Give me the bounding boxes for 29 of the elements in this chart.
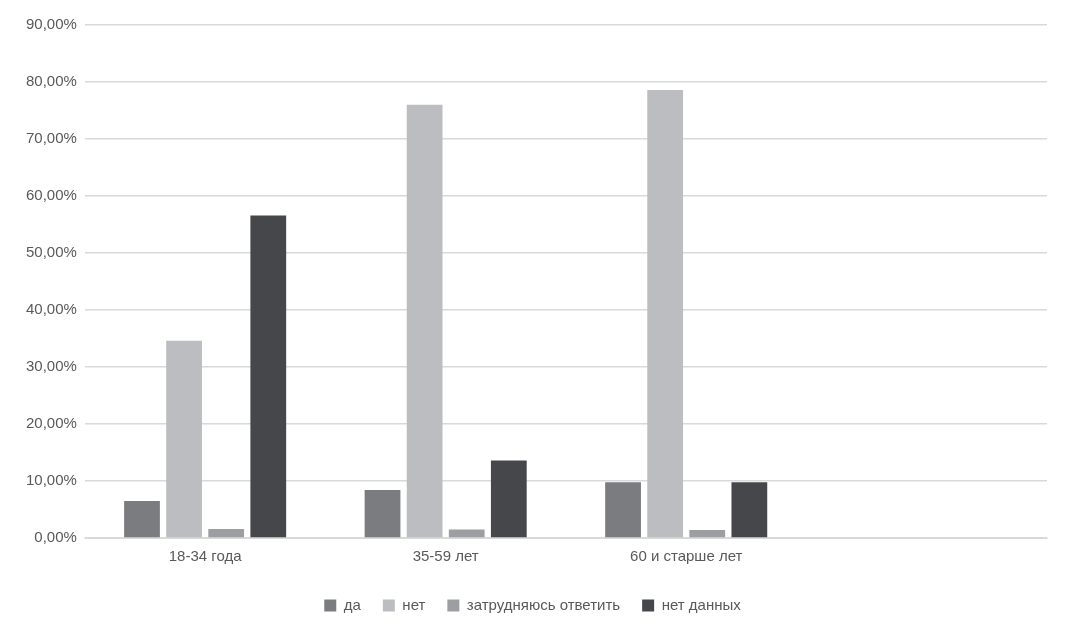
y-tick-label: 10,00%: [26, 471, 77, 489]
y-tick-label: 40,00%: [26, 300, 77, 318]
y-tick-label: 30,00%: [26, 357, 77, 375]
bar: [605, 482, 641, 538]
y-tick-label: 20,00%: [26, 414, 77, 432]
y-tick-label: 0,00%: [34, 528, 77, 546]
y-tick-label: 60,00%: [26, 186, 77, 204]
bar: [208, 528, 245, 538]
x-tick-label: 35-59 лет: [412, 547, 479, 565]
bar: [406, 104, 443, 538]
y-tick-label: 70,00%: [26, 129, 77, 147]
legend-label: нет данных: [661, 595, 742, 613]
legend-label: затрудняюсь ответить: [466, 595, 621, 613]
x-tick-label: 60 и старше лет: [630, 547, 743, 565]
y-tick-label: 80,00%: [26, 72, 77, 90]
bar: [166, 340, 202, 538]
y-tick-label: 90,00%: [26, 15, 77, 33]
bar: [731, 482, 768, 538]
y-tick-label: 50,00%: [26, 243, 77, 261]
bar: [448, 529, 485, 538]
x-tick-label: 18-34 года: [168, 547, 243, 565]
legend-label: да: [343, 595, 362, 613]
bar: [364, 490, 401, 538]
legend-label: нет: [402, 595, 426, 613]
bar: [124, 500, 160, 538]
bar: [689, 530, 726, 538]
bar: [490, 460, 527, 538]
bar: [250, 215, 287, 538]
bar: [647, 89, 684, 538]
